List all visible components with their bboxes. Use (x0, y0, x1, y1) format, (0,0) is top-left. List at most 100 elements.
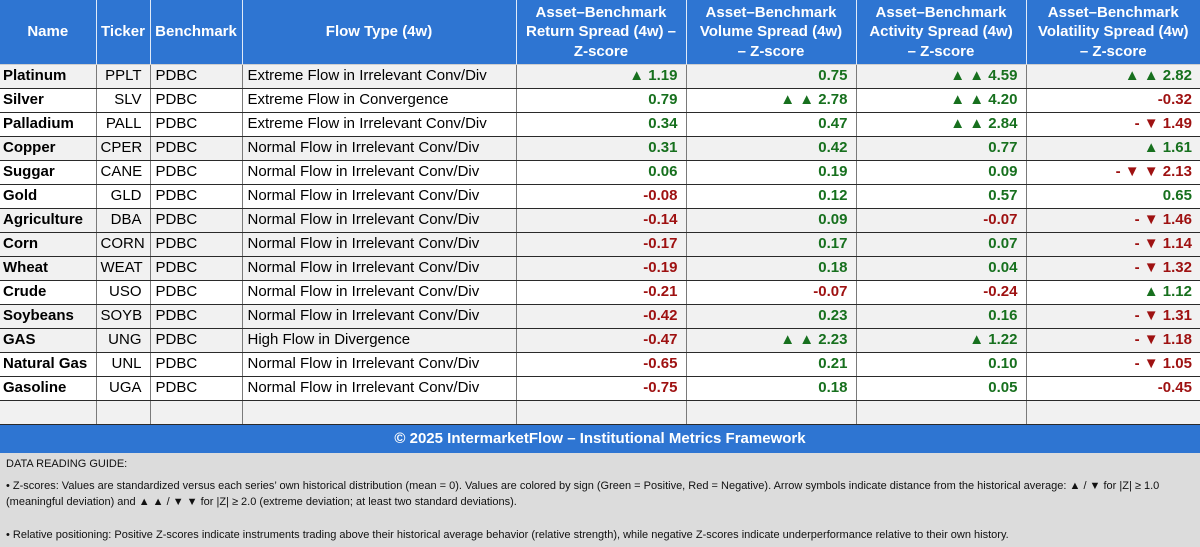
cell-name: Suggar (0, 160, 97, 185)
cell-activity-zscore: 0.57 (856, 184, 1027, 209)
column-header-flow: Flow Type (4w) (242, 0, 517, 65)
cell-benchmark: PDBC (150, 88, 243, 113)
cell-name: Wheat (0, 256, 97, 281)
cell-activity-zscore: 0.77 (856, 136, 1027, 161)
cell-benchmark: PDBC (150, 328, 243, 353)
cell-flow: Normal Flow in Irrelevant Conv/Div (242, 232, 517, 257)
cell-name: Natural Gas (0, 352, 97, 377)
cell-return-zscore: 0.79 (516, 88, 687, 113)
cell-volume-zscore: -0.07 (686, 280, 857, 305)
cell-benchmark: PDBC (150, 160, 243, 185)
cell-return-zscore: -0.21 (516, 280, 687, 305)
cell-volatility-zscore: - ▼ ▼ 2.13 (1026, 160, 1200, 185)
cell-activity-zscore: 0.16 (856, 304, 1027, 329)
cell-volatility-zscore: - ▼ 1.32 (1026, 256, 1200, 281)
cell-ticker: DBA (96, 208, 151, 233)
cell-name: Platinum (0, 64, 97, 89)
table-row: Wheat WEAT PDBC Normal Flow in Irrelevant C… (0, 256, 1200, 281)
cell-volume-zscore: 0.09 (686, 208, 857, 233)
cell-volume-zscore: 0.75 (686, 64, 857, 89)
cell-return-zscore: 0.06 (516, 160, 687, 185)
column-header-name: Name (0, 0, 97, 65)
cell-volatility-zscore: ▲ 1.12 (1026, 280, 1200, 305)
cell-flow: High Flow in Divergence (242, 328, 517, 353)
cell-volatility-zscore (1026, 400, 1200, 425)
column-header-volatility: Asset–Benchmark Volatility Spread (4w) –… (1026, 0, 1200, 65)
cell-benchmark: PDBC (150, 352, 243, 377)
cell-return-zscore: 0.31 (516, 136, 687, 161)
column-header-benchmark: Benchmark (150, 0, 243, 65)
cell-activity-zscore: -0.07 (856, 208, 1027, 233)
cell-volatility-zscore: ▲ ▲ 2.82 (1026, 64, 1200, 89)
cell-volume-zscore: 0.47 (686, 112, 857, 137)
cell-activity-zscore: ▲ 1.22 (856, 328, 1027, 353)
table-row: Silver SLV PDBC Extreme Flow in Convergence… (0, 88, 1200, 113)
cell-flow: Normal Flow in Irrelevant Conv/Div (242, 352, 517, 377)
column-header-volume: Asset–Benchmark Volume Spread (4w) – Z-s… (686, 0, 857, 65)
cell-return-zscore: 0.34 (516, 112, 687, 137)
cell-volume-zscore: 0.19 (686, 160, 857, 185)
cell-ticker: UNL (96, 352, 151, 377)
cell-volume-zscore: 0.17 (686, 232, 857, 257)
cell-volatility-zscore: -0.45 (1026, 376, 1200, 401)
cell-volume-zscore (686, 400, 857, 425)
cell-benchmark: PDBC (150, 304, 243, 329)
cell-volatility-zscore: -0.32 (1026, 88, 1200, 113)
cell-volume-zscore: 0.21 (686, 352, 857, 377)
cell-flow: Normal Flow in Irrelevant Conv/Div (242, 376, 517, 401)
cell-ticker: PALL (96, 112, 151, 137)
cell-benchmark: PDBC (150, 208, 243, 233)
cell-return-zscore: -0.65 (516, 352, 687, 377)
cell-benchmark: PDBC (150, 112, 243, 137)
cell-ticker: CORN (96, 232, 151, 257)
cell-benchmark: PDBC (150, 376, 243, 401)
cell-volatility-zscore: - ▼ 1.49 (1026, 112, 1200, 137)
table-row: Platinum PPLT PDBC Extreme Flow in Irreleva… (0, 64, 1200, 89)
cell-name: Gold (0, 184, 97, 209)
cell-flow: Normal Flow in Irrelevant Conv/Div (242, 256, 517, 281)
cell-name: Palladium (0, 112, 97, 137)
cell-name: Corn (0, 232, 97, 257)
cell-benchmark: PDBC (150, 280, 243, 305)
cell-ticker: PPLT (96, 64, 151, 89)
cell-name (0, 400, 97, 425)
cell-benchmark (150, 400, 243, 425)
column-header-ticker: Ticker (96, 0, 151, 65)
cell-volume-zscore: ▲ ▲ 2.78 (686, 88, 857, 113)
cell-flow: Normal Flow in Irrelevant Conv/Div (242, 208, 517, 233)
table-row: Soybeans SOYB PDBC Normal Flow in Irrelevan… (0, 304, 1200, 329)
cell-activity-zscore: ▲ ▲ 4.20 (856, 88, 1027, 113)
guide-bullet-zscores: • Z-scores: Values are standardized vers… (6, 480, 1160, 509)
cell-ticker: UGA (96, 376, 151, 401)
cell-flow (242, 400, 517, 425)
cell-volatility-zscore: - ▼ 1.14 (1026, 232, 1200, 257)
cell-flow: Normal Flow in Irrelevant Conv/Div (242, 160, 517, 185)
reading-guide: DATA READING GUIDE: • Z-scores: Values a… (0, 452, 1200, 547)
cell-volatility-zscore: ▲ 1.61 (1026, 136, 1200, 161)
cell-flow: Normal Flow in Irrelevant Conv/Div (242, 304, 517, 329)
cell-benchmark: PDBC (150, 136, 243, 161)
cell-volume-zscore: 0.12 (686, 184, 857, 209)
table-row: Corn CORN PDBC Normal Flow in Irrelevant Co… (0, 232, 1200, 257)
cell-name: Gasoline (0, 376, 97, 401)
cell-volume-zscore: 0.23 (686, 304, 857, 329)
column-header-activity: Asset–Benchmark Activity Spread (4w) – Z… (856, 0, 1027, 65)
cell-activity-zscore: 0.09 (856, 160, 1027, 185)
footer-banner: © 2025 IntermarketFlow – Institutional M… (0, 424, 1200, 453)
cell-name: Crude (0, 280, 97, 305)
cell-return-zscore: -0.08 (516, 184, 687, 209)
cell-benchmark: PDBC (150, 256, 243, 281)
cell-benchmark: PDBC (150, 64, 243, 89)
cell-volatility-zscore: - ▼ 1.18 (1026, 328, 1200, 353)
header-row: Name Ticker Benchmark Flow Type (4w) Asset–B… (0, 0, 1200, 65)
cell-return-zscore: -0.14 (516, 208, 687, 233)
cell-ticker: SOYB (96, 304, 151, 329)
cell-activity-zscore: ▲ ▲ 4.59 (856, 64, 1027, 89)
table-row: Crude USO PDBC Normal Flow in Irrelevant Co… (0, 280, 1200, 305)
cell-return-zscore: -0.75 (516, 376, 687, 401)
cell-volume-zscore: 0.18 (686, 256, 857, 281)
cell-return-zscore: -0.19 (516, 256, 687, 281)
cell-volatility-zscore: - ▼ 1.31 (1026, 304, 1200, 329)
cell-volume-zscore: 0.42 (686, 136, 857, 161)
